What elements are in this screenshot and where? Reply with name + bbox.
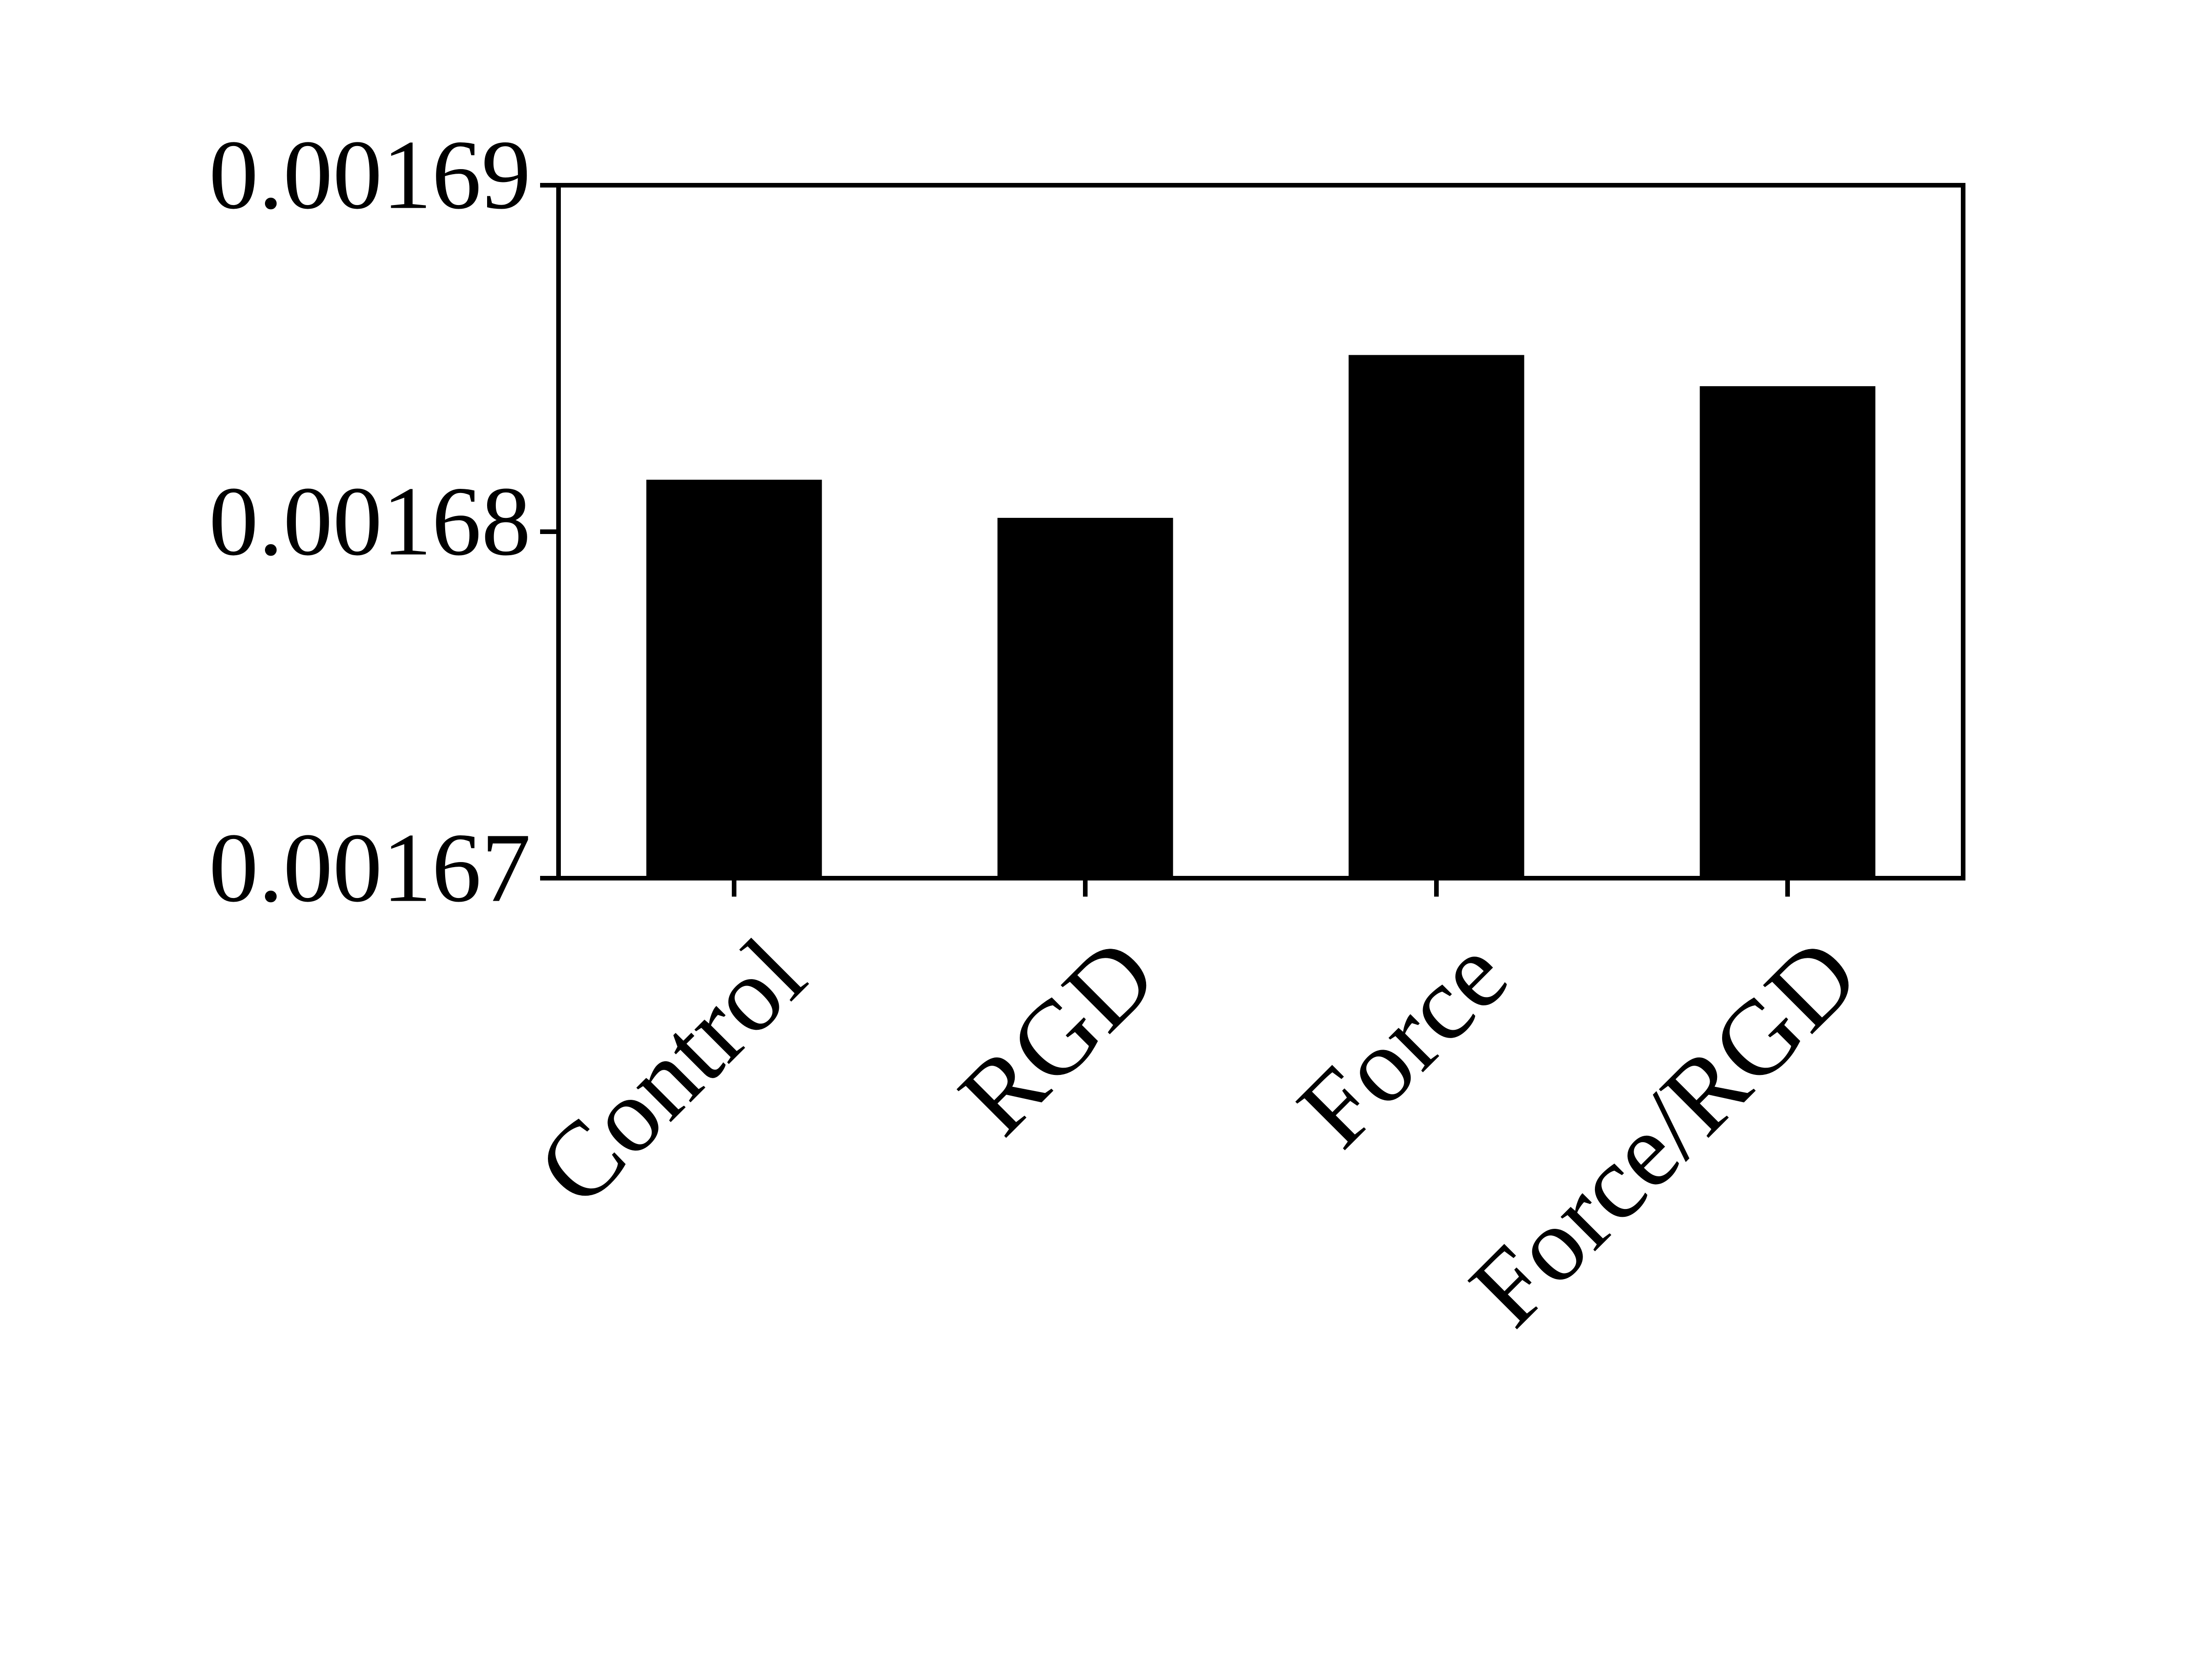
y-tick-label: 0.00168 bbox=[209, 466, 531, 576]
y-tick-label: 0.00169 bbox=[209, 119, 531, 229]
bar-control bbox=[646, 480, 822, 878]
x-tick-label: RGD bbox=[937, 916, 1178, 1157]
y-tick-label: 0.00167 bbox=[209, 812, 531, 922]
bar-force-rgd bbox=[1700, 386, 1876, 879]
x-tick-label: Force bbox=[1276, 916, 1530, 1169]
bar-force bbox=[1348, 355, 1524, 878]
x-tick-label: Force/RGD bbox=[1447, 916, 1880, 1348]
y-axis: 0.00167 0.00168 0.00169 bbox=[209, 119, 559, 922]
bar-rgd bbox=[997, 517, 1173, 878]
bars-layer bbox=[646, 355, 1876, 879]
x-tick-label: Control bbox=[515, 916, 827, 1227]
